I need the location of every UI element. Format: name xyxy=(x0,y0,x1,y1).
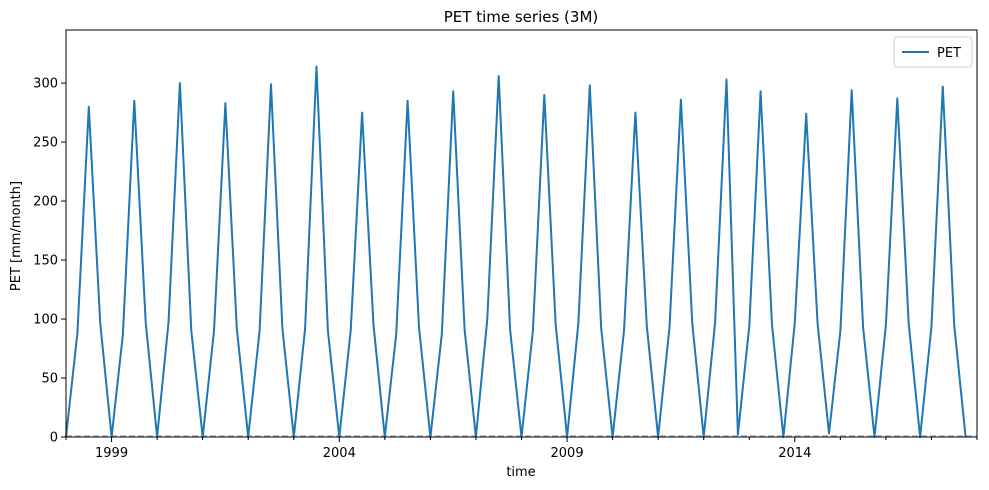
x-axis-label: time xyxy=(506,465,535,480)
y-axis: 0 50 100 150 200 250 300 xyxy=(33,77,66,446)
x-axis: 1999 2004 2009 2014 xyxy=(65,437,978,461)
y-tick-label: 0 xyxy=(50,431,58,446)
y-tick-label: 250 xyxy=(33,136,58,151)
y-tick-label: 300 xyxy=(33,77,58,92)
series-line-pet xyxy=(65,65,967,438)
x-tick-label: 2004 xyxy=(323,446,356,461)
chart-title: PET time series (3M) xyxy=(444,8,599,26)
y-tick-label: 150 xyxy=(33,254,58,269)
legend: PET xyxy=(893,36,973,68)
plot-frame xyxy=(65,29,978,438)
x-tick-label: 2014 xyxy=(778,446,811,461)
y-tick-label: 50 xyxy=(41,372,58,387)
x-tick-label: 1999 xyxy=(95,446,128,461)
x-tick-label: 2009 xyxy=(551,446,584,461)
plot-area xyxy=(65,65,977,438)
legend-box xyxy=(893,36,973,68)
y-axis-label: PET [mm/month] xyxy=(9,181,24,291)
y-tick-label: 200 xyxy=(33,195,58,210)
y-tick-label: 100 xyxy=(33,313,58,328)
legend-label-pet: PET xyxy=(937,46,961,61)
